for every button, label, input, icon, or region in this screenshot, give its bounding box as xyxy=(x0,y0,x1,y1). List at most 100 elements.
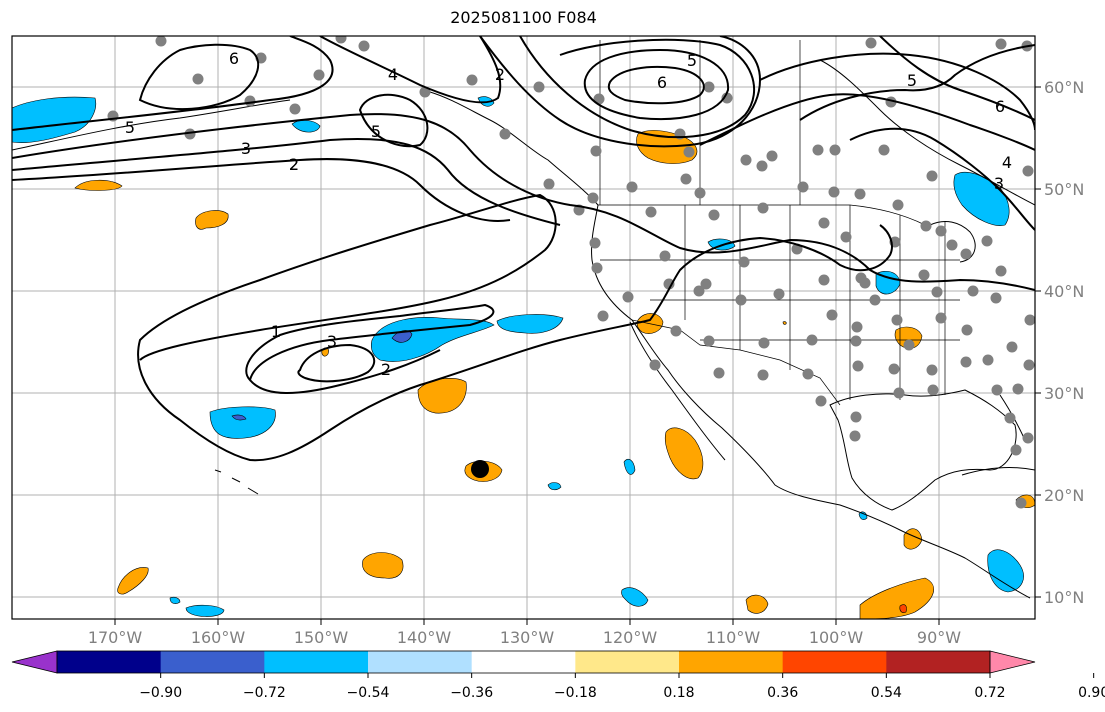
contour-line xyxy=(583,48,730,121)
colorbar-tick-label: 0.72 xyxy=(974,685,1005,701)
station-marker xyxy=(1022,165,1034,177)
colorbar-segment xyxy=(368,651,473,673)
station-marker xyxy=(815,395,827,407)
station-marker xyxy=(735,294,747,306)
colorbar-tick-label: −0.72 xyxy=(243,685,286,701)
station-marker xyxy=(797,181,809,193)
station-marker xyxy=(184,128,196,140)
positive-anomaly-region xyxy=(745,594,769,614)
station-marker xyxy=(1012,383,1024,395)
station-marker xyxy=(850,335,862,347)
lon-tick-label: 130°W xyxy=(500,628,555,647)
station-marker xyxy=(851,321,863,333)
station-marker xyxy=(645,206,657,218)
negative-anomaly-region xyxy=(231,414,247,421)
positive-anomaly-region xyxy=(664,427,704,480)
station-marker xyxy=(995,265,1007,277)
colorbar-extend-high xyxy=(989,650,1036,674)
contour-line xyxy=(759,52,1035,131)
colorbar-frame xyxy=(56,650,991,674)
cuba-coastline xyxy=(961,467,1035,476)
station-marker xyxy=(920,220,932,232)
contour-line xyxy=(479,36,762,148)
station-marker xyxy=(946,239,958,251)
station-marker xyxy=(935,312,947,324)
station-marker xyxy=(590,145,602,157)
negative-anomaly-region xyxy=(370,317,495,362)
station-marker xyxy=(931,286,943,298)
canada-provinces xyxy=(599,40,801,205)
contour-label: 4 xyxy=(388,65,398,84)
station-marker xyxy=(622,291,634,303)
longitude-axis: 170°W 160°W 150°W 140°W 130°W 120°W 110°W 100°W… xyxy=(88,619,961,647)
colorbar-segment xyxy=(264,651,369,673)
lat-tick-label: 30°N xyxy=(1044,384,1084,403)
station-marker xyxy=(918,269,930,281)
station-marker xyxy=(756,160,768,172)
contour-label: 6 xyxy=(657,73,667,92)
station-marker xyxy=(961,324,973,336)
contour-label: 2 xyxy=(289,155,299,174)
station-marker xyxy=(683,146,695,158)
contour-line xyxy=(12,113,1035,291)
colorbar-segment xyxy=(575,651,680,673)
station-marker xyxy=(700,278,712,290)
station-marker xyxy=(1024,314,1035,326)
positive-anomaly-region xyxy=(74,179,123,191)
station-marker xyxy=(708,209,720,221)
station-marker xyxy=(533,81,545,93)
station-marker xyxy=(721,92,733,104)
lat-tick-label: 20°N xyxy=(1044,486,1084,505)
colorbar-segment xyxy=(57,651,162,673)
station-marker xyxy=(852,360,864,372)
station-marker xyxy=(869,294,881,306)
station-marker xyxy=(766,150,778,162)
map-frame xyxy=(11,35,1036,620)
station-marker xyxy=(960,356,972,368)
colorbar-tick-label: 0.36 xyxy=(767,685,798,701)
colorbar-tick-label: 0.90 xyxy=(1078,685,1105,701)
station-marker xyxy=(903,339,915,351)
alaska-coastline xyxy=(12,99,291,151)
station-marker xyxy=(313,69,325,81)
station-marker xyxy=(982,354,994,366)
station-marker xyxy=(850,411,862,423)
station-marker xyxy=(1022,432,1034,444)
contour-line xyxy=(245,303,495,394)
lon-tick-label: 150°W xyxy=(294,628,349,647)
contour-label: 6 xyxy=(229,49,239,68)
station-marker xyxy=(649,359,661,371)
station-marker xyxy=(466,74,478,86)
hawaii-islands xyxy=(214,469,259,495)
station-marker xyxy=(757,202,769,214)
station-marker xyxy=(289,103,301,115)
station-marker xyxy=(335,36,347,44)
station-marker xyxy=(1010,444,1022,456)
station-marker xyxy=(192,73,204,85)
lon-tick-label: 90°W xyxy=(917,628,961,647)
storm-center-marker xyxy=(471,460,489,478)
station-marker xyxy=(1004,412,1016,424)
colorbar-segment xyxy=(160,651,265,673)
station-marker xyxy=(757,369,769,381)
lat-tick-label: 40°N xyxy=(1044,282,1084,301)
colorbar-tick-label: 0.18 xyxy=(663,685,694,701)
station-marker xyxy=(543,178,555,190)
negative-anomaly-region xyxy=(496,314,564,334)
colorbar-extend-low xyxy=(11,650,58,674)
gulf-of-mexico-coastline xyxy=(829,389,1017,511)
colorbar-segment xyxy=(679,651,784,673)
positive-anomaly-region xyxy=(782,321,787,325)
colorbar-segment xyxy=(471,651,576,673)
hudson-bay-coastline xyxy=(819,59,1035,206)
positive-anomaly-region xyxy=(195,210,229,230)
station-marker xyxy=(891,314,903,326)
positive-anomaly-region xyxy=(894,326,923,349)
negative-anomaly-region xyxy=(209,406,276,439)
positive-anomaly-region xyxy=(899,604,907,613)
station-marker xyxy=(818,217,830,229)
contour-line xyxy=(607,65,705,105)
lat-tick-label: 10°N xyxy=(1044,588,1084,607)
contour-line xyxy=(12,158,511,222)
contour-line xyxy=(137,193,893,462)
